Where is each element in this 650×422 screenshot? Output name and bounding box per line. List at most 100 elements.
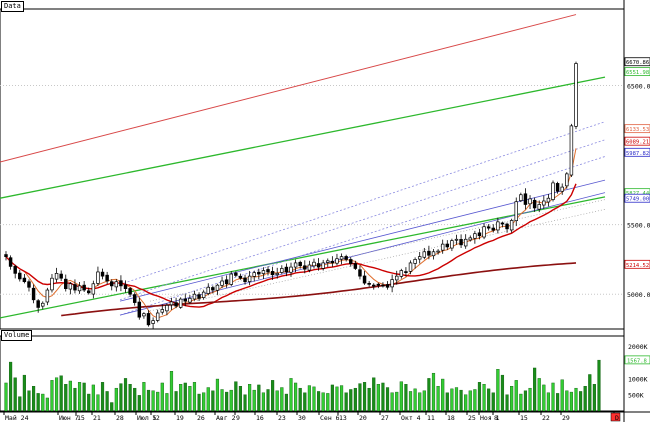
candle-body — [413, 259, 417, 264]
candle-body — [280, 268, 284, 273]
candle-body — [64, 278, 68, 290]
volume-bar — [32, 386, 36, 412]
volume-bar — [537, 378, 541, 412]
volume-bar — [284, 393, 288, 412]
volume-bar — [326, 393, 330, 412]
volume-bar — [142, 382, 146, 412]
price-flag — [624, 147, 650, 157]
candle-body — [238, 275, 243, 279]
candle-body — [528, 198, 532, 205]
volume-bar — [289, 378, 293, 412]
candle-body — [321, 262, 325, 269]
time-tick-label: 12 — [152, 414, 160, 422]
candle-body — [436, 250, 440, 253]
volume-bar — [579, 391, 583, 412]
candle-body — [385, 284, 390, 288]
volume-bar — [588, 374, 592, 412]
candle-body — [454, 238, 459, 241]
time-tick-label: 15 — [77, 414, 85, 422]
volume-flag-label: 1567.8 — [627, 358, 647, 364]
candle-body — [82, 284, 86, 291]
candle-body — [358, 269, 362, 277]
volume-bar — [487, 388, 491, 412]
volume-bar — [87, 393, 91, 412]
volume-bar — [248, 384, 252, 412]
volume-bar — [330, 384, 334, 412]
price-flag — [624, 136, 650, 146]
candle-body — [91, 283, 96, 295]
volume-bar — [385, 387, 390, 412]
volume-bar — [408, 391, 413, 412]
volume-bar — [4, 382, 8, 412]
volume-bar — [321, 392, 325, 412]
candle-body — [565, 173, 569, 187]
candle-body — [188, 298, 192, 303]
candle-body — [326, 260, 330, 263]
volume-bar — [156, 391, 160, 412]
candle-body — [486, 226, 491, 229]
volume-bar — [597, 359, 601, 412]
volume-bar — [13, 377, 17, 412]
volume-bar — [238, 386, 243, 412]
candle-body — [427, 250, 431, 256]
price-tick-label: 6500.00 — [627, 83, 650, 91]
channel-line — [119, 192, 606, 316]
candle-body — [192, 293, 197, 300]
time-tick-label: 21 — [93, 414, 101, 422]
volume-bar — [583, 386, 587, 412]
volume-bar — [335, 386, 339, 412]
candle-body — [353, 263, 358, 269]
candle-body — [132, 294, 137, 303]
volume-bar — [202, 392, 206, 412]
volume-bar — [174, 391, 178, 412]
price-flag — [624, 124, 650, 134]
candle-body — [546, 197, 551, 203]
candle-body — [22, 277, 27, 283]
volume-bar — [473, 389, 477, 412]
volume-bar — [59, 375, 63, 412]
volume-bar — [211, 390, 215, 412]
volume-bar — [206, 387, 210, 412]
time-tick-label: Май 24 — [5, 414, 29, 422]
candle-body — [45, 289, 50, 303]
candle-body — [339, 256, 344, 260]
volume-bar — [312, 386, 316, 412]
candle-body — [569, 125, 574, 176]
price-flag — [624, 193, 650, 203]
candle-body — [109, 281, 114, 287]
volume-bar — [64, 384, 68, 412]
time-tick-label: 18 — [447, 414, 455, 422]
candle-body — [431, 251, 436, 257]
price-flag-label: 5749.0000 — [626, 197, 650, 203]
volume-bar — [353, 387, 357, 412]
candle-body — [344, 256, 348, 260]
candle-body — [68, 283, 73, 290]
candle-body — [289, 266, 293, 273]
time-tick-label: 20 — [359, 414, 367, 422]
volume-bar — [418, 392, 422, 412]
time-tick-label: 16 — [256, 414, 264, 422]
volume-bar — [280, 387, 284, 412]
candle-body — [473, 233, 477, 239]
volume-bar — [82, 382, 86, 412]
candle-body — [316, 263, 321, 268]
time-tick-label: 15 — [520, 414, 528, 422]
candle-body — [142, 313, 146, 317]
candle-body — [206, 286, 210, 294]
candle-body — [555, 183, 560, 192]
volume-bar — [77, 382, 82, 412]
volume-bar — [523, 390, 528, 412]
volume-bar — [41, 393, 45, 412]
candle-body — [160, 309, 165, 313]
candle-body — [73, 284, 77, 291]
volume-bar — [367, 387, 371, 412]
volume-bar — [399, 381, 403, 412]
candle-body — [257, 271, 261, 275]
candle-body — [367, 283, 371, 285]
price-flag — [624, 67, 650, 77]
channel-line — [119, 139, 606, 301]
volume-bar — [390, 392, 394, 412]
volume-bar — [220, 389, 224, 412]
volume-bar — [307, 385, 311, 412]
